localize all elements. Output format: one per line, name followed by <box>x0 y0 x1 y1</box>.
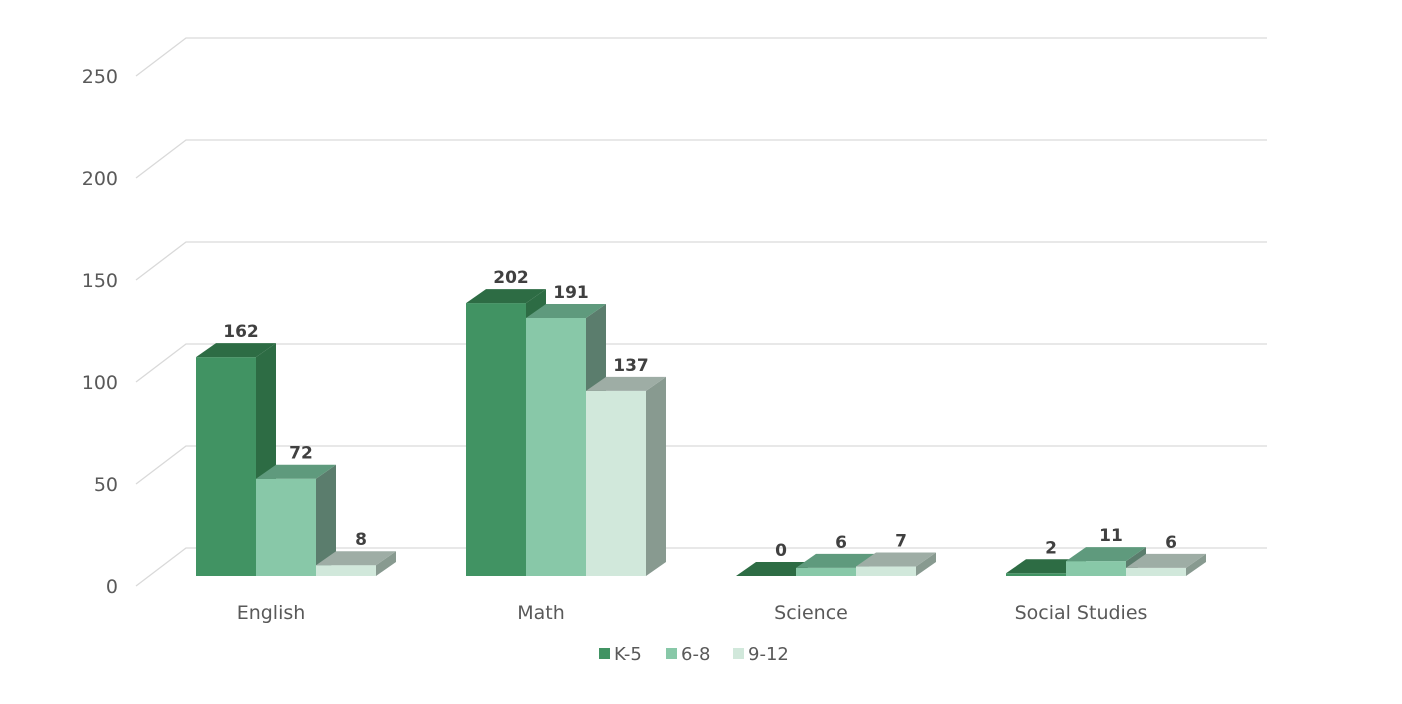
x-category-label: English <box>237 602 306 624</box>
bar-front <box>1126 567 1186 576</box>
bar-front <box>196 357 256 576</box>
bar-side <box>1186 553 1206 576</box>
x-category-label: Science <box>774 602 848 624</box>
bar-top <box>796 553 876 568</box>
bars <box>196 289 1206 576</box>
y-axis: 0 50 100 150 200 250 <box>82 66 118 598</box>
bar-side <box>916 552 936 576</box>
bar-front <box>316 565 376 576</box>
x-axis: English Math Science Social Studies <box>237 602 1148 624</box>
bar-front <box>586 390 646 576</box>
gridline <box>135 445 1267 485</box>
bar-top <box>256 464 336 479</box>
legend-swatch <box>733 648 744 659</box>
data-label: 7 <box>895 532 907 552</box>
x-category-label: Math <box>517 602 565 624</box>
gridlines <box>135 37 1267 587</box>
data-label: 6 <box>835 533 847 553</box>
x-category-label: Social Studies <box>1015 602 1148 624</box>
bar-top <box>466 289 546 304</box>
bar-top <box>526 303 606 318</box>
data-label: 8 <box>355 530 367 550</box>
bar-front <box>526 317 586 576</box>
bar-front <box>256 478 316 576</box>
legend: K-5 6-8 9-12 <box>599 644 789 665</box>
data-label: 6 <box>1165 533 1177 553</box>
data-label: 11 <box>1099 526 1123 546</box>
data-label: 72 <box>289 444 313 464</box>
data-label: 0 <box>775 541 787 561</box>
bar-side <box>316 464 336 576</box>
bar-top <box>196 343 276 358</box>
data-label: 2 <box>1045 538 1057 558</box>
y-tick-label: 200 <box>82 168 118 190</box>
data-label: 202 <box>493 268 529 288</box>
legend-label: K-5 <box>614 644 642 665</box>
bar-top <box>1126 553 1206 568</box>
legend-label: 9-12 <box>748 644 789 665</box>
data-label: 162 <box>223 322 259 342</box>
legend-label: 6-8 <box>681 644 710 665</box>
bar <box>856 552 936 576</box>
bar <box>316 551 396 576</box>
bar <box>1066 547 1146 576</box>
y-tick-label: 250 <box>82 66 118 88</box>
bar-side <box>646 376 666 576</box>
bar-side <box>376 551 396 576</box>
bar-front <box>856 566 916 576</box>
legend-swatch <box>666 648 677 659</box>
bar <box>256 464 336 576</box>
gridline <box>135 139 1267 179</box>
bar <box>1126 553 1206 576</box>
bar <box>586 376 666 576</box>
bar-top <box>1066 547 1146 562</box>
gridline <box>135 37 1267 77</box>
bar-top <box>856 552 936 567</box>
y-tick-label: 150 <box>82 270 118 292</box>
gridline <box>135 547 1267 587</box>
data-label: 137 <box>613 356 649 376</box>
y-tick-label: 0 <box>106 576 118 598</box>
bar-top <box>586 376 666 391</box>
bar-front <box>466 303 526 576</box>
data-label: 191 <box>553 283 589 303</box>
y-tick-label: 50 <box>94 474 118 496</box>
bar-front <box>796 567 856 576</box>
bar-front <box>1006 573 1066 576</box>
y-tick-label: 100 <box>82 372 118 394</box>
legend-swatch <box>599 648 610 659</box>
gridline <box>135 343 1267 383</box>
bar-top <box>316 551 396 566</box>
bar-front <box>1066 561 1126 576</box>
gridline <box>135 241 1267 281</box>
